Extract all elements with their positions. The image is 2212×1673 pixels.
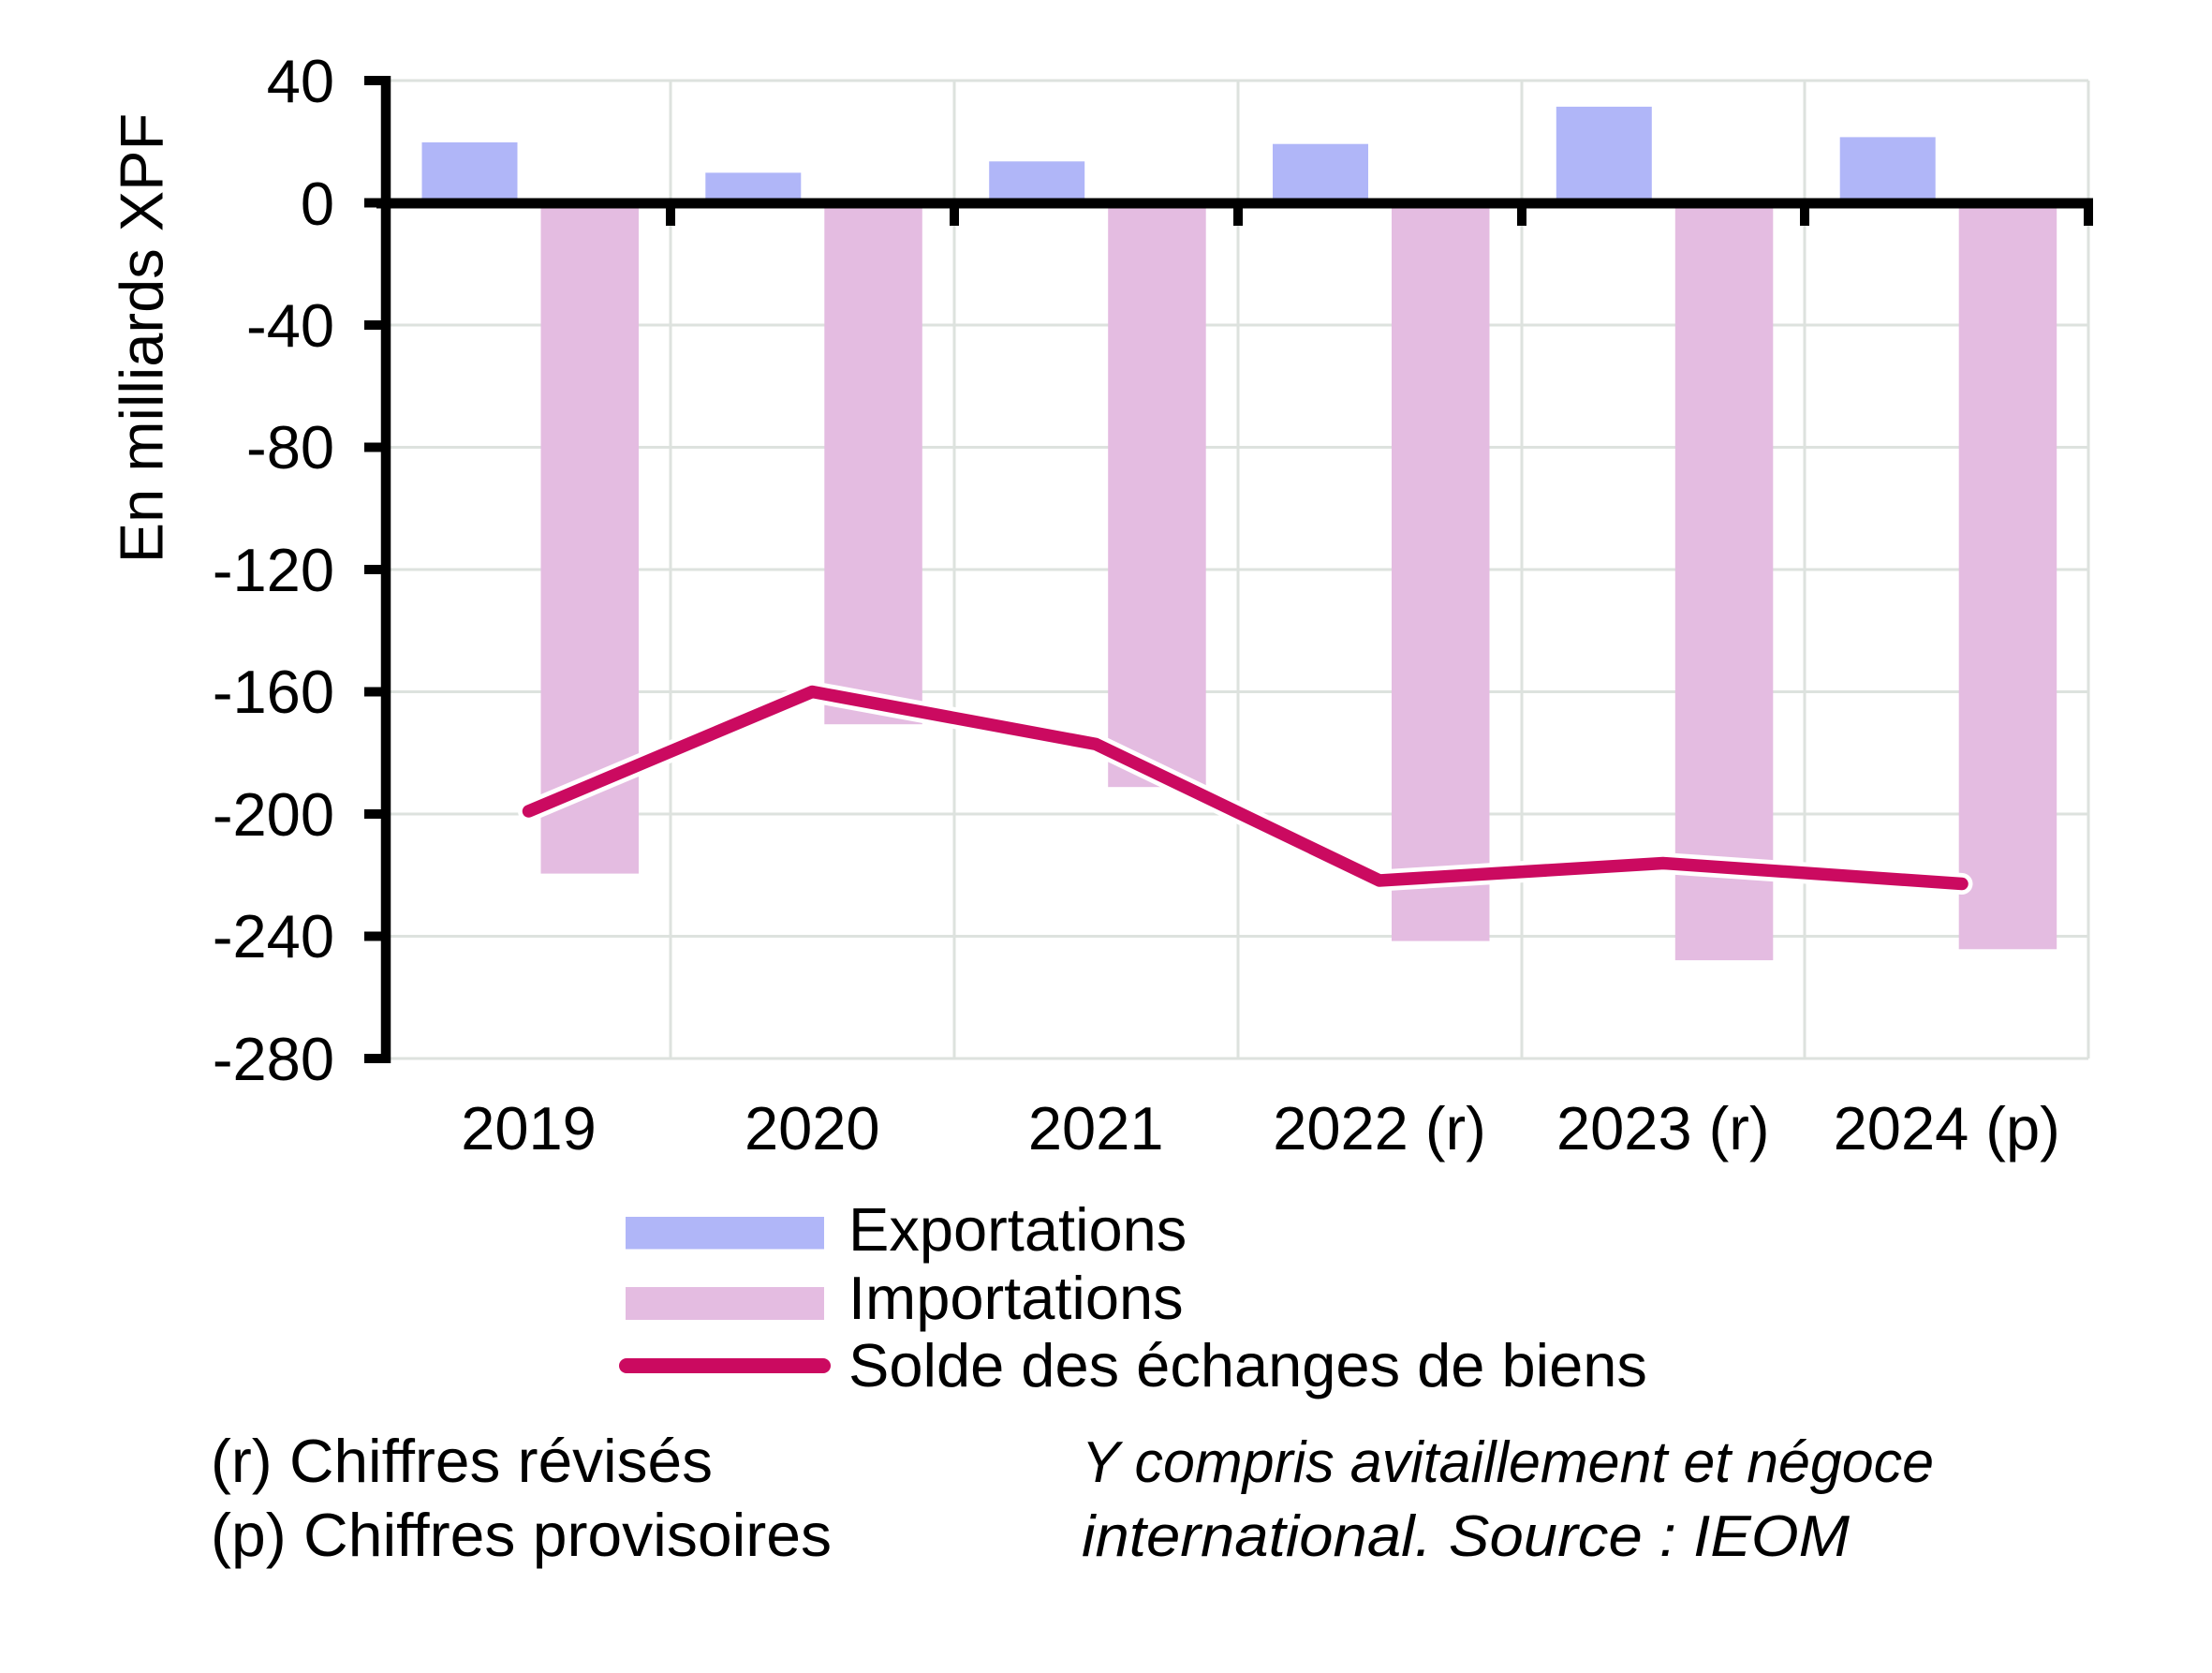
svg-text:2024 (p): 2024 (p) — [1834, 1094, 2060, 1162]
svg-text:2020: 2020 — [745, 1094, 880, 1162]
svg-text:Importations: Importations — [848, 1264, 1184, 1332]
svg-text:international. Source : IEOM: international. Source : IEOM — [1082, 1504, 1850, 1569]
svg-text:0: 0 — [301, 170, 334, 238]
svg-text:2019: 2019 — [461, 1094, 597, 1162]
svg-text:-120: -120 — [213, 536, 334, 604]
svg-text:-200: -200 — [213, 780, 334, 849]
svg-text:-40: -40 — [246, 291, 334, 360]
svg-text:2021: 2021 — [1028, 1094, 1164, 1162]
svg-text:Exportations: Exportations — [848, 1195, 1187, 1264]
svg-text:40: 40 — [267, 47, 334, 115]
svg-text:-280: -280 — [213, 1025, 334, 1093]
svg-text:2022 (r): 2022 (r) — [1273, 1094, 1486, 1162]
svg-text:En milliards XPF: En milliards XPF — [108, 113, 176, 563]
svg-text:-80: -80 — [246, 413, 334, 481]
svg-text:Solde des échanges de biens: Solde des échanges de biens — [848, 1331, 1647, 1399]
svg-text:(p) Chiffres provisoires: (p) Chiffres provisoires — [211, 1501, 832, 1569]
svg-text:Y compris avitaillement et nég: Y compris avitaillement et négoce — [1082, 1430, 1934, 1495]
svg-text:2023 (r): 2023 (r) — [1556, 1094, 1770, 1162]
svg-text:-160: -160 — [213, 658, 334, 726]
svg-text:(r) Chiffres révisés: (r) Chiffres révisés — [211, 1427, 713, 1495]
svg-text:-240: -240 — [213, 902, 334, 970]
